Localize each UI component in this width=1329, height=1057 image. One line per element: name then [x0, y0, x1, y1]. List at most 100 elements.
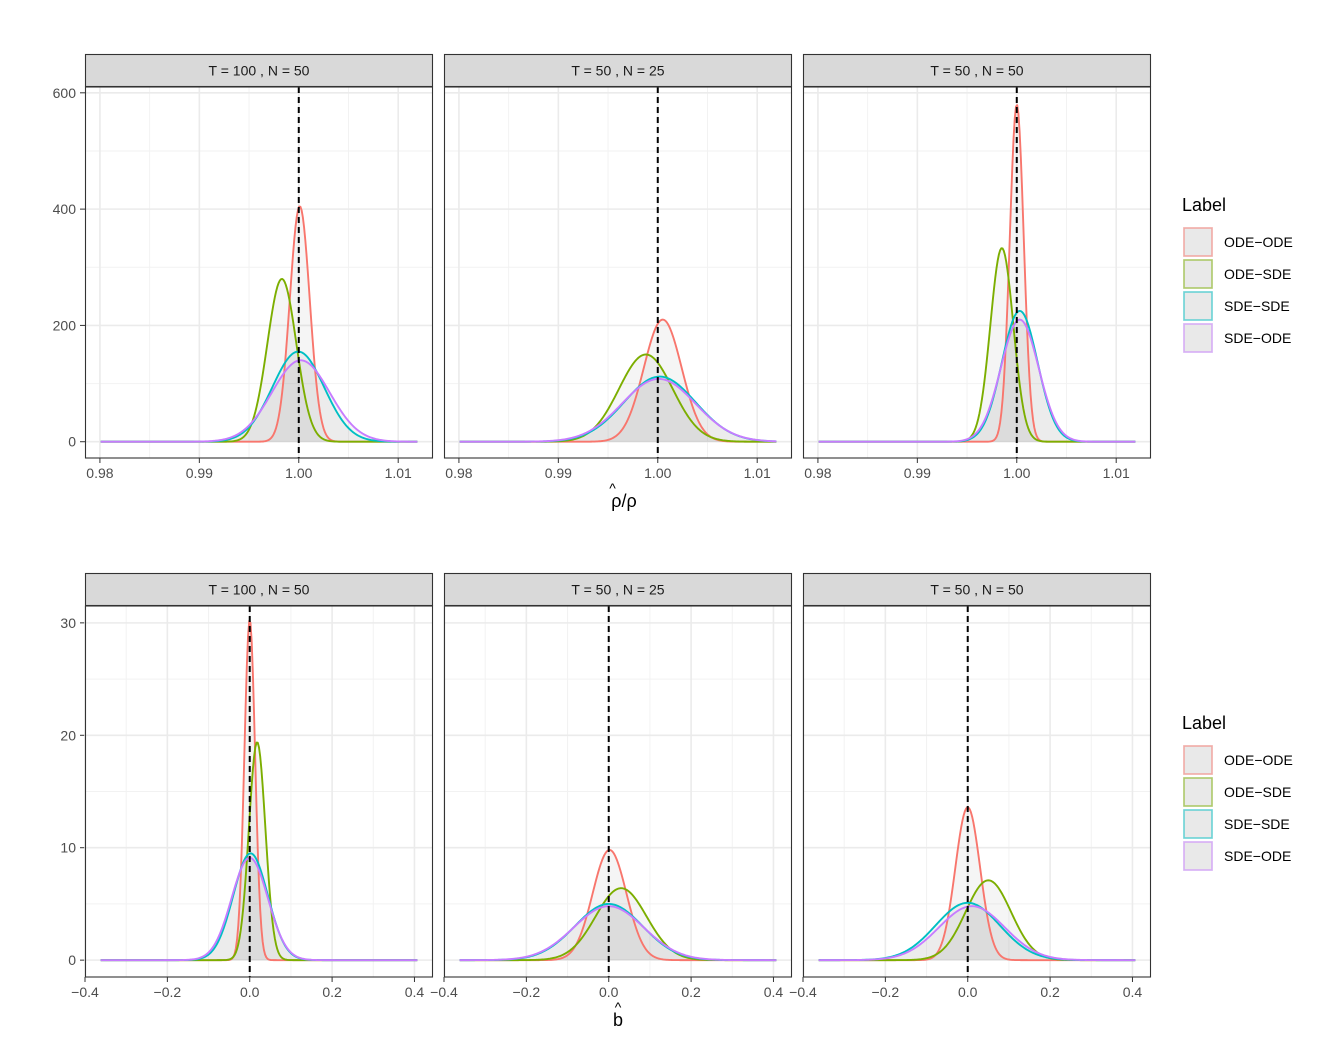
- y-tick-label: 20: [60, 727, 76, 743]
- x-tick-label: 0.4: [405, 984, 425, 1000]
- x-tick-label: 0.2: [681, 984, 701, 1000]
- legend-swatch: [1183, 259, 1213, 289]
- legend-label: SDE−SDE: [1224, 298, 1290, 314]
- x-tick-label: 0.98: [804, 465, 831, 481]
- x-tick-label: 1.00: [644, 465, 671, 481]
- density-fill: [100, 351, 418, 442]
- panel-background: [444, 87, 792, 458]
- x-axis-title-hat: ^: [615, 999, 622, 1015]
- facet-strip: [84, 572, 434, 607]
- y-tick-label: 600: [53, 85, 77, 101]
- density-line: [818, 905, 1136, 962]
- y-tick-label: 200: [53, 317, 77, 333]
- legend-label: SDE−ODE: [1224, 330, 1291, 346]
- legend-key: [1183, 841, 1213, 871]
- density-fill: [459, 906, 777, 961]
- x-tick-label: 0.0: [599, 984, 619, 1000]
- facet-title: T = 100 , N = 50: [209, 63, 310, 79]
- legend-swatch: [1183, 809, 1213, 839]
- x-tick-label: −0.4: [71, 984, 99, 1000]
- density-fill: [100, 360, 418, 442]
- facet-panel: T = 50 , N = 50 0.98 0.99 1.00 1.01: [802, 53, 1152, 481]
- facet-title: T = 50 , N = 25: [571, 582, 664, 598]
- density-line: [459, 905, 777, 962]
- legend-label: ODE−SDE: [1224, 784, 1291, 800]
- density-fill: [100, 857, 418, 961]
- legend-swatch: [1183, 291, 1213, 321]
- facet-title: T = 100 , N = 50: [209, 582, 310, 598]
- legend-label: ODE−ODE: [1224, 752, 1293, 768]
- density-fill: [818, 906, 1136, 961]
- x-tick-label: 1.01: [744, 465, 771, 481]
- density-fill: [818, 807, 1136, 961]
- legend-title: Label: [1182, 713, 1226, 733]
- y-tick-label: 30: [60, 615, 76, 631]
- density-fill: [818, 880, 1136, 961]
- density-fill: [100, 742, 418, 961]
- legend-key: [1183, 745, 1213, 775]
- facet-panel: T = 50 , N = 50 −0.4 −0.2 0.0 0.2 0.4: [789, 572, 1152, 1000]
- x-tick-label: 1.01: [1103, 465, 1130, 481]
- y-tick-label: 10: [60, 840, 76, 856]
- x-tick-label: 0.99: [545, 465, 572, 481]
- density-line: [818, 318, 1136, 443]
- y-tick-label: 0: [68, 434, 76, 450]
- x-axis-title-hat: ^: [609, 480, 616, 496]
- x-tick-label: −0.2: [872, 984, 900, 1000]
- x-tick-label: 0.0: [240, 984, 260, 1000]
- x-tick-label: −0.2: [513, 984, 541, 1000]
- density-line: [459, 377, 777, 443]
- facet-title: T = 50 , N = 50: [930, 582, 1023, 598]
- x-tick-label: −0.4: [789, 984, 817, 1000]
- legend-key: [1183, 777, 1213, 807]
- legend: Label ODE−ODE ODE−SDE SDE−SDE SDE−ODE: [1182, 713, 1293, 871]
- density-fill: [818, 902, 1136, 961]
- facet-title: T = 50 , N = 50: [930, 63, 1023, 79]
- x-tick-label: 0.98: [86, 465, 113, 481]
- facet-strip: [443, 53, 793, 88]
- density-fill: [459, 888, 777, 961]
- legend-title: Label: [1182, 195, 1226, 215]
- facet-panel: T = 100 , N = 50 0.98 0.99 1.00 1.01: [84, 53, 434, 481]
- legend-swatch: [1183, 777, 1213, 807]
- density-fill: [459, 378, 777, 442]
- legend-swatch: [1183, 745, 1213, 775]
- x-tick-label: 0.2: [322, 984, 342, 1000]
- x-tick-label: −0.4: [430, 984, 458, 1000]
- legend-key: [1183, 259, 1213, 289]
- x-tick-label: 1.00: [285, 465, 312, 481]
- facet-panel: T = 50 , N = 25 0.98 0.99 1.00 1.01: [443, 53, 793, 481]
- panel-background: [803, 87, 1151, 458]
- x-tick-label: 0.99: [186, 465, 213, 481]
- y-tick-label: 0: [68, 952, 76, 968]
- legend-swatch: [1183, 841, 1213, 871]
- x-tick-label: −0.2: [154, 984, 182, 1000]
- x-tick-label: 0.98: [445, 465, 472, 481]
- legend-label: ODE−ODE: [1224, 234, 1293, 250]
- x-tick-label: 0.4: [1123, 984, 1143, 1000]
- legend-key: [1183, 291, 1213, 321]
- legend-label: SDE−SDE: [1224, 816, 1290, 832]
- legend: Label ODE−ODE ODE−SDE SDE−SDE SDE−ODE: [1182, 195, 1293, 353]
- x-tick-label: 0.2: [1040, 984, 1060, 1000]
- density-fill: [100, 278, 418, 442]
- density-fill: [100, 853, 418, 961]
- x-tick-label: 1.00: [1003, 465, 1030, 481]
- facet-panel: T = 50 , N = 25 −0.4 −0.2 0.0 0.2 0.4: [430, 572, 793, 1000]
- legend-label: ODE−SDE: [1224, 266, 1291, 282]
- y-tick-label: 400: [53, 201, 77, 217]
- legend-key: [1183, 323, 1213, 353]
- x-tick-label: 0.99: [904, 465, 931, 481]
- legend-key: [1183, 809, 1213, 839]
- x-axis-title: b: [613, 1010, 623, 1030]
- x-axis-title: ρ/ρ: [611, 491, 636, 511]
- density-fill: [459, 903, 777, 961]
- x-tick-label: 1.01: [385, 465, 412, 481]
- legend-label: SDE−ODE: [1224, 848, 1291, 864]
- facet-strip: [84, 53, 434, 88]
- x-tick-label: 0.4: [764, 984, 784, 1000]
- density-line: [100, 856, 418, 962]
- facet-strip: [443, 572, 793, 607]
- facet-title: T = 50 , N = 25: [571, 63, 664, 79]
